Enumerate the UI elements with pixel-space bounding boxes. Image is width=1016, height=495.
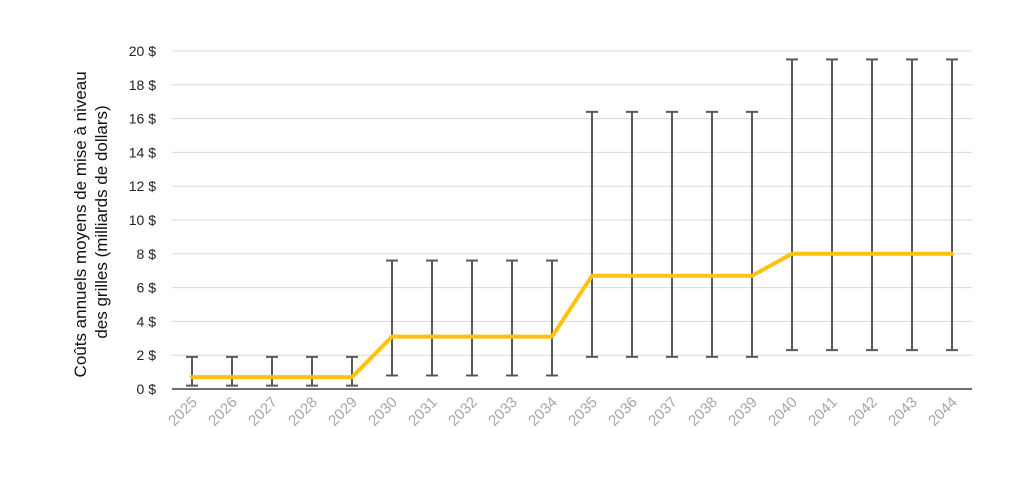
y-axis-label: Coûts annuels moyens de mise à niveau de… <box>71 67 111 378</box>
error-bar <box>386 259 398 377</box>
x-tick-label: 2038 <box>685 394 721 430</box>
x-tick-label: 2043 <box>885 394 921 430</box>
error-bar <box>666 110 678 358</box>
error-bar <box>506 259 518 377</box>
y-tick-label: 4 $ <box>137 313 157 329</box>
error-bar <box>746 110 758 358</box>
x-tick-label: 2029 <box>325 394 361 430</box>
error-bar <box>306 355 318 387</box>
error-bar <box>186 355 198 387</box>
error-bar <box>786 58 798 352</box>
y-tick-label: 14 $ <box>129 144 156 160</box>
y-tick-label: 6 $ <box>137 280 157 296</box>
error-bar <box>946 58 958 352</box>
y-tick-label: 8 $ <box>137 246 157 262</box>
error-bar <box>226 355 238 387</box>
x-tick-label: 2040 <box>765 394 801 430</box>
y-tick-label: 16 $ <box>129 111 156 127</box>
y-tick-label: 18 $ <box>129 77 156 93</box>
error-bar <box>266 355 278 387</box>
y-axis-ticks: 0 $ 2 $ 4 $ 6 $ 8 $ 10 $ 12 $ 14 $ 16 $ 18 $ 20 $ <box>129 43 156 397</box>
y-tick-label: 10 $ <box>129 212 156 228</box>
y-tick-label: 0 $ <box>137 381 157 397</box>
x-tick-label: 2030 <box>365 394 401 430</box>
y-axis-label-line-1: Coûts annuels moyens de mise à niveau <box>71 71 90 377</box>
series-line <box>190 251 954 380</box>
x-tick-label: 2026 <box>205 394 241 430</box>
x-tick-label: 2042 <box>845 394 881 430</box>
error-bar <box>626 110 638 358</box>
x-axis-ticks: 2025 2026 2027 2028 2029 2030 2031 2032 2033 2034… <box>165 394 961 430</box>
x-tick-label: 2036 <box>605 394 641 430</box>
x-tick-label: 2028 <box>285 394 321 430</box>
x-tick-label: 2041 <box>805 394 841 430</box>
x-tick-label: 2039 <box>725 394 761 430</box>
x-tick-label: 2027 <box>245 394 281 430</box>
error-bar <box>826 58 838 352</box>
x-tick-label: 2035 <box>565 394 601 430</box>
x-tick-label: 2044 <box>925 394 961 430</box>
error-bar <box>586 110 598 358</box>
y-tick-label: 2 $ <box>137 347 157 363</box>
error-bar <box>866 58 878 352</box>
x-tick-label: 2033 <box>485 394 521 430</box>
grid-lines <box>172 50 972 356</box>
y-axis-label-line-2: des grilles (milliards de dollars) <box>92 105 111 338</box>
y-tick-label: 20 $ <box>129 43 156 59</box>
error-bar <box>546 259 558 377</box>
x-tick-label: 2031 <box>405 394 441 430</box>
x-tick-label: 2037 <box>645 394 681 430</box>
x-tick-label: 2034 <box>525 394 561 430</box>
error-bars <box>186 58 958 387</box>
error-bar <box>906 58 918 352</box>
error-bar <box>426 259 438 377</box>
error-bar <box>346 355 358 387</box>
y-tick-label: 12 $ <box>129 178 156 194</box>
x-tick-label: 2032 <box>445 394 481 430</box>
x-tick-label: 2025 <box>165 394 201 430</box>
series-line-layer <box>190 251 954 380</box>
error-bar <box>466 259 478 377</box>
error-bar <box>706 110 718 358</box>
